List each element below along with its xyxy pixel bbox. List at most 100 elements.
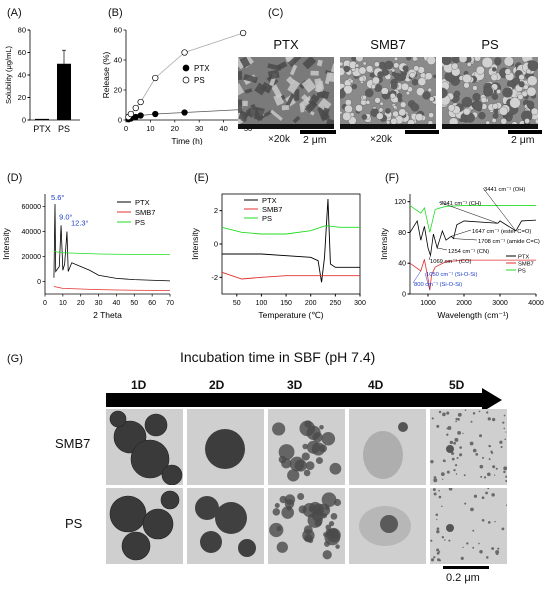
- y-axis-title: Release (%): [101, 51, 111, 98]
- tem-dot: [436, 527, 440, 531]
- sem-particle: [343, 85, 353, 95]
- day-label-1: 1D: [131, 378, 147, 392]
- y-tick-label: 120: [394, 199, 406, 206]
- tem-particle: [109, 495, 147, 533]
- sem-magnification-ptx: ×20k: [268, 134, 290, 145]
- tem-particle: [238, 539, 256, 557]
- y-axis-title: Intensity: [1, 227, 11, 259]
- tem-dot: [447, 426, 452, 430]
- sem-crystal: [304, 100, 318, 114]
- sem-particle: [390, 117, 398, 125]
- tem-dot: [431, 417, 434, 420]
- sem-particle: [343, 65, 350, 73]
- tem-dot: [433, 478, 438, 483]
- sem-particle: [475, 65, 485, 75]
- tem-dot: [433, 492, 437, 496]
- sem-particle: [386, 120, 391, 125]
- sem-info-bar: [442, 124, 538, 129]
- tem-dot: [469, 441, 474, 446]
- sem-particle: [411, 78, 419, 86]
- x-tick-label: 1000: [420, 300, 436, 307]
- sem-particle: [492, 103, 499, 110]
- sem-particle: [365, 88, 374, 98]
- tem-dot: [499, 440, 503, 444]
- tem-image-ps-4d: [349, 488, 426, 564]
- bar-ps: [57, 63, 71, 120]
- sem-particle: [417, 77, 427, 86]
- tem-dot: [500, 445, 503, 449]
- sem-particle: [384, 60, 394, 70]
- y-tick-label: 20000: [22, 254, 42, 261]
- tem-fragment: [335, 544, 340, 549]
- tem-dot: [490, 451, 494, 455]
- legend-label-smb7: SMB7: [518, 262, 534, 268]
- tem-dot: [451, 457, 455, 461]
- data-point-ptx: [137, 112, 144, 119]
- sem-particle: [480, 96, 487, 103]
- sem-particle: [385, 108, 391, 114]
- tem-dot: [436, 518, 438, 521]
- tem-particle: [130, 439, 170, 479]
- sem-particle: [466, 62, 472, 67]
- sem-crystal: [267, 69, 280, 80]
- sem-particle: [340, 111, 343, 115]
- sem-particle: [481, 57, 493, 69]
- sem-crystal: [317, 98, 332, 112]
- tem-dot: [430, 558, 435, 562]
- annotation-arrow: [438, 201, 498, 224]
- sem-crystal: [281, 104, 290, 111]
- sem-particle: [377, 71, 384, 78]
- tem-dot: [446, 411, 450, 415]
- tem-dot: [436, 552, 440, 555]
- legend-label-ps: PS: [194, 76, 205, 85]
- tem-fragment: [325, 524, 332, 531]
- tem-dot: [438, 550, 441, 553]
- sem-particle: [442, 87, 448, 99]
- tem-dot: [449, 440, 454, 445]
- tem-fragment: [309, 501, 322, 514]
- sem-particle: [492, 113, 499, 119]
- sem-particle: [390, 82, 398, 90]
- sem-particle: [500, 118, 507, 125]
- sem-particle: [415, 113, 424, 122]
- annotation-arrow: [412, 270, 422, 284]
- sem-particle: [409, 72, 416, 79]
- sem-crystal: [242, 100, 248, 107]
- sem-crystal: [245, 107, 256, 118]
- y-tick-label: 0: [118, 116, 122, 125]
- tem-fragment: [274, 502, 280, 508]
- sem-crystal: [238, 99, 243, 113]
- tem-dot: [442, 412, 446, 417]
- chart-a-solubility: 0 20 40 60 80 Solubility (μg/mL) PTX PS: [4, 26, 80, 134]
- y-tick-label: 80: [398, 230, 406, 237]
- sem-particle: [472, 85, 478, 91]
- tem-dot: [493, 474, 496, 476]
- sem-crystal: [239, 57, 251, 68]
- sem-crystal: [267, 63, 282, 71]
- day-label-3: 3D: [287, 378, 303, 392]
- x-tick-label: 250: [330, 300, 342, 307]
- tem-fragment: [325, 528, 332, 535]
- panel-label-e: (E): [194, 172, 209, 184]
- tem-dot: [438, 410, 442, 414]
- tem-particle: [109, 410, 127, 428]
- tem-dot: [491, 493, 495, 497]
- y-tick-label: 60: [114, 26, 122, 35]
- sem-crystal: [328, 72, 334, 84]
- sem-particle: [517, 93, 524, 100]
- tem-dot: [462, 546, 464, 549]
- tem-dot: [482, 456, 485, 459]
- series-line-ptx: [222, 198, 360, 283]
- sem-crystal: [287, 79, 300, 94]
- tem-particle: [446, 445, 454, 453]
- tem-dot: [495, 467, 498, 470]
- tem-particle: [161, 464, 183, 485]
- sem-particle: [413, 65, 420, 72]
- tem-fragment: [321, 431, 336, 446]
- tem-image-smb7-4d: [349, 409, 426, 485]
- sem-crystal: [285, 57, 300, 63]
- legend-label-smb7: SMB7: [262, 205, 282, 214]
- tem-dot: [481, 496, 485, 500]
- sem-particle: [376, 112, 384, 120]
- sem-particle: [461, 96, 473, 108]
